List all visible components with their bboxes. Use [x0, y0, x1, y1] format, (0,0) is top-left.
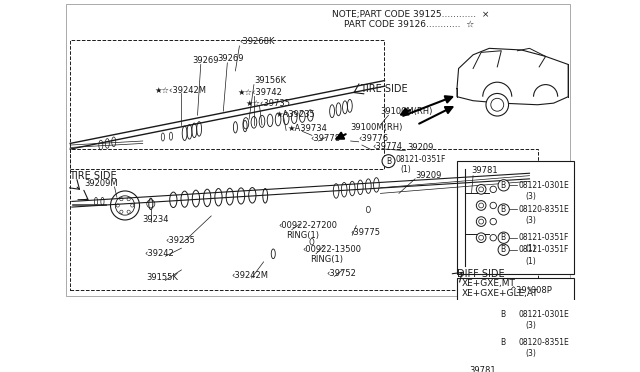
Circle shape [491, 98, 504, 111]
Text: (1): (1) [525, 257, 536, 266]
Text: 08121-0351F: 08121-0351F [518, 233, 568, 242]
Text: 08120-8351E: 08120-8351E [518, 338, 569, 347]
Text: (1): (1) [525, 244, 536, 253]
Text: 39156K: 39156K [254, 76, 286, 85]
Circle shape [498, 180, 509, 191]
Text: 39234: 39234 [143, 215, 169, 224]
Text: 08120-8351E: 08120-8351E [518, 205, 569, 214]
Text: XE+GXE+GLE,AT: XE+GXE+GLE,AT [462, 289, 538, 298]
Text: 39100M(RH): 39100M(RH) [380, 107, 433, 116]
Text: (1): (1) [401, 165, 412, 174]
Circle shape [490, 218, 497, 225]
Text: ‹39778: ‹39778 [310, 134, 340, 143]
Text: ★☆‹39735: ★☆‹39735 [246, 99, 291, 108]
Text: B: B [500, 181, 506, 190]
Circle shape [479, 187, 484, 192]
Text: (3): (3) [525, 192, 536, 201]
Text: PART CODE 39126............  ☆: PART CODE 39126............ ☆ [344, 20, 474, 29]
Text: (3): (3) [525, 321, 536, 330]
Text: 39269: 39269 [217, 54, 243, 62]
Text: (3): (3) [525, 349, 536, 358]
Circle shape [479, 219, 484, 224]
Text: 39781: 39781 [469, 366, 496, 372]
Circle shape [476, 314, 486, 323]
Text: ★A39235: ★A39235 [276, 110, 316, 119]
Circle shape [476, 233, 486, 243]
Bar [70, 149, 538, 290]
Text: 39100M(RH): 39100M(RH) [351, 123, 403, 132]
Text: 39209M: 39209M [84, 179, 118, 188]
Circle shape [490, 234, 497, 241]
Circle shape [479, 203, 484, 208]
Text: ‹39776: ‹39776 [358, 134, 389, 143]
Circle shape [490, 186, 497, 193]
Circle shape [498, 244, 509, 256]
Circle shape [476, 341, 486, 351]
Circle shape [490, 202, 497, 209]
Text: ^39*008P: ^39*008P [509, 286, 552, 295]
Text: 39209: 39209 [415, 171, 442, 180]
Text: 08121-0301E: 08121-0301E [518, 310, 569, 319]
Text: ‹39235: ‹39235 [165, 235, 195, 245]
Circle shape [498, 309, 509, 320]
Circle shape [490, 343, 497, 350]
Text: TIRE SIDE: TIRE SIDE [68, 171, 116, 181]
Circle shape [490, 315, 497, 321]
Text: 08121-0301E: 08121-0301E [518, 181, 569, 190]
Text: RING(1): RING(1) [310, 255, 343, 264]
Text: ‹00922-13500: ‹00922-13500 [302, 245, 361, 254]
Text: B: B [500, 338, 506, 347]
Text: ‹39774: ‹39774 [372, 142, 403, 151]
Text: ‹00922-27200: ‹00922-27200 [278, 221, 337, 230]
Circle shape [382, 155, 395, 168]
Circle shape [486, 93, 509, 116]
Text: ★A39734: ★A39734 [288, 124, 328, 134]
Text: TIRE SIDE: TIRE SIDE [360, 84, 408, 94]
Circle shape [498, 232, 509, 243]
Text: B: B [500, 245, 506, 254]
Text: B: B [500, 310, 506, 319]
Text: 08121-0351F: 08121-0351F [518, 245, 568, 254]
Text: 39209: 39209 [407, 143, 433, 152]
Text: 08121-0351F: 08121-0351F [396, 155, 446, 164]
Circle shape [479, 235, 484, 240]
Text: B: B [500, 233, 506, 242]
Text: 39269: 39269 [193, 56, 219, 65]
Text: 39155K: 39155K [147, 273, 179, 282]
Circle shape [476, 217, 486, 227]
Circle shape [498, 204, 509, 215]
Text: XE+GXE,MT: XE+GXE,MT [462, 279, 516, 288]
Text: DIFF SIDE: DIFF SIDE [457, 269, 504, 279]
Text: RING(1): RING(1) [286, 231, 319, 240]
Text: ‹39242M: ‹39242M [232, 271, 268, 280]
Circle shape [476, 185, 486, 194]
Circle shape [498, 337, 509, 348]
Text: ★☆‹39242M: ★☆‹39242M [155, 86, 207, 95]
Text: B: B [500, 205, 506, 214]
Text: ‹39242: ‹39242 [145, 249, 174, 258]
Text: ‹39775: ‹39775 [351, 228, 381, 237]
Bar [457, 161, 574, 274]
Text: 39781: 39781 [472, 166, 498, 175]
Bar [70, 40, 385, 169]
Text: ‹39752: ‹39752 [326, 269, 356, 279]
Text: (3): (3) [525, 216, 536, 225]
Text: NOTE;PART CODE 39125............  ×: NOTE;PART CODE 39125............ × [332, 10, 490, 19]
Bar [457, 278, 574, 372]
Text: ‹39268K: ‹39268K [239, 38, 275, 46]
Text: ★☆‹39742: ★☆‹39742 [238, 88, 283, 97]
Text: B: B [386, 157, 391, 166]
Circle shape [476, 201, 486, 210]
